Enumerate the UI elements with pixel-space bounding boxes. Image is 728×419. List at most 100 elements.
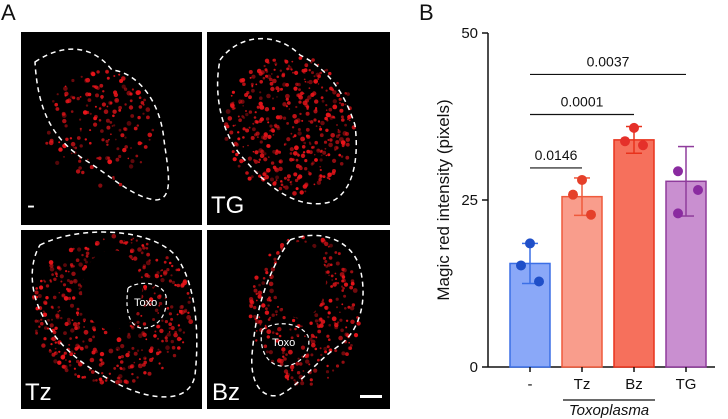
stain-speckle bbox=[349, 306, 355, 311]
stain-speckle bbox=[344, 307, 347, 310]
stain-speckle bbox=[326, 364, 329, 368]
stain-speckle bbox=[84, 260, 88, 264]
stain-speckle bbox=[341, 275, 346, 279]
stain-speckle bbox=[261, 303, 266, 308]
stain-speckle bbox=[72, 296, 76, 300]
data-point bbox=[534, 276, 544, 287]
stain-speckle bbox=[76, 359, 80, 364]
stain-speckle bbox=[319, 158, 323, 162]
stain-speckle bbox=[281, 351, 285, 355]
stain-speckle bbox=[54, 326, 58, 330]
stain-speckle bbox=[132, 379, 136, 383]
stain-speckle bbox=[304, 167, 308, 171]
stain-speckle bbox=[274, 62, 278, 66]
stain-speckle bbox=[293, 172, 298, 177]
stain-speckle bbox=[324, 260, 328, 263]
stain-speckle bbox=[81, 170, 85, 175]
stain-speckle bbox=[57, 266, 60, 270]
stain-speckle bbox=[177, 324, 181, 327]
stain-speckle bbox=[230, 94, 233, 97]
stain-speckle bbox=[286, 372, 288, 375]
stain-speckle bbox=[136, 312, 140, 316]
stain-speckle bbox=[41, 343, 46, 348]
stain-speckle bbox=[272, 58, 275, 62]
stain-speckle bbox=[256, 105, 260, 109]
stain-speckle bbox=[72, 265, 76, 268]
stain-speckle bbox=[118, 355, 122, 359]
stain-speckle bbox=[171, 264, 174, 268]
stain-speckle bbox=[327, 315, 330, 319]
stain-speckle bbox=[255, 299, 258, 302]
stain-speckle bbox=[171, 345, 176, 350]
stain-speckle bbox=[319, 168, 322, 172]
stain-speckle bbox=[248, 314, 253, 319]
stain-speckle bbox=[255, 131, 260, 136]
stain-speckle bbox=[139, 161, 143, 164]
stain-speckle bbox=[81, 253, 84, 257]
stain-speckle bbox=[264, 174, 270, 180]
stain-speckle bbox=[66, 317, 71, 322]
stain-speckle bbox=[290, 376, 294, 380]
stain-speckle bbox=[255, 339, 258, 342]
stain-speckle bbox=[339, 311, 341, 314]
stain-speckle bbox=[251, 85, 254, 88]
stain-speckle bbox=[76, 96, 80, 101]
stain-speckle bbox=[268, 156, 270, 158]
stain-speckle bbox=[304, 335, 306, 338]
data-point bbox=[525, 238, 535, 249]
stain-speckle bbox=[239, 78, 244, 83]
stain-speckle bbox=[42, 312, 48, 317]
stain-speckle bbox=[137, 141, 142, 146]
stain-speckle bbox=[320, 96, 324, 100]
stain-speckle bbox=[108, 138, 110, 141]
stain-speckle bbox=[277, 358, 282, 363]
stain-speckle bbox=[350, 279, 355, 283]
stain-speckle bbox=[293, 151, 298, 156]
stain-speckle bbox=[279, 362, 284, 367]
stain-speckle bbox=[262, 135, 268, 140]
stain-speckle bbox=[265, 117, 270, 121]
stain-speckle bbox=[89, 129, 92, 132]
stain-speckle bbox=[165, 339, 169, 343]
stain-speckle bbox=[329, 138, 333, 142]
stain-speckle bbox=[180, 312, 183, 315]
stain-speckle bbox=[319, 127, 323, 131]
stain-speckle bbox=[331, 316, 337, 322]
stain-speckle bbox=[92, 379, 95, 382]
stain-speckle bbox=[235, 152, 239, 157]
bars bbox=[509, 122, 707, 372]
stain-speckle bbox=[262, 76, 266, 80]
stain-speckle bbox=[49, 263, 54, 268]
stain-speckle bbox=[280, 245, 283, 249]
stain-speckle bbox=[274, 64, 277, 66]
stain-speckle bbox=[83, 329, 89, 335]
stain-speckle bbox=[93, 116, 97, 121]
stain-speckle bbox=[73, 278, 78, 284]
stain-speckle bbox=[330, 263, 333, 267]
stain-speckle bbox=[319, 150, 323, 153]
stain-speckle bbox=[249, 304, 254, 308]
stain-speckle bbox=[337, 252, 341, 256]
stain-speckle bbox=[333, 321, 337, 325]
stain-speckle bbox=[275, 179, 278, 182]
stain-speckle bbox=[308, 120, 310, 122]
micrograph-tz: Toxo Tz bbox=[21, 230, 202, 409]
stain-speckle bbox=[313, 75, 316, 78]
stain-speckle bbox=[143, 145, 148, 149]
stain-speckle bbox=[170, 317, 174, 321]
stain-speckle bbox=[51, 306, 54, 310]
stain-speckle bbox=[60, 280, 63, 283]
stain-speckle bbox=[345, 319, 349, 322]
stain-speckle bbox=[318, 177, 322, 182]
stain-speckle bbox=[64, 124, 68, 128]
stain-speckle bbox=[85, 251, 90, 256]
stain-speckle bbox=[163, 260, 167, 264]
stain-speckle bbox=[245, 112, 249, 117]
stain-speckle bbox=[295, 105, 298, 109]
toxo-label: Toxo bbox=[134, 297, 157, 309]
stain-speckle bbox=[336, 124, 338, 126]
stain-speckle bbox=[305, 65, 308, 68]
stain-speckle bbox=[120, 355, 124, 359]
stain-speckle bbox=[289, 152, 293, 155]
stain-speckle bbox=[305, 127, 310, 132]
